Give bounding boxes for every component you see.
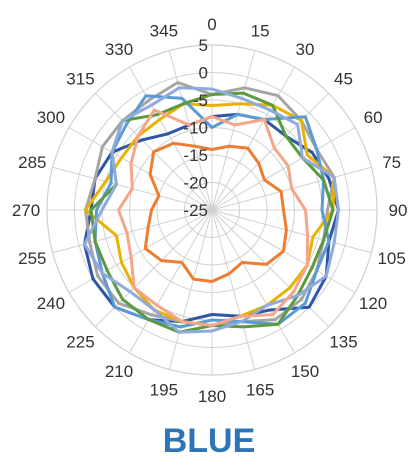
- grid-spoke: [211, 209, 372, 254]
- grid-spoke: [211, 209, 295, 354]
- grid-spoke: [211, 66, 295, 211]
- grid-spoke: [211, 209, 256, 370]
- grid-spoke: [52, 209, 213, 254]
- radial-tick-label: -10: [183, 119, 208, 138]
- angle-label: 210: [105, 362, 133, 381]
- series-layer: [83, 81, 340, 334]
- grid-spoke: [211, 127, 356, 211]
- angle-label: 60: [364, 108, 383, 127]
- angle-label: 345: [150, 21, 178, 40]
- angle-label: 300: [37, 108, 65, 127]
- radial-tick-label: -15: [183, 146, 208, 165]
- angle-label: 240: [37, 294, 65, 313]
- angle-label: 105: [377, 249, 405, 268]
- angle-label: 195: [150, 381, 178, 400]
- angle-label: 75: [382, 153, 401, 172]
- grid-spoke: [211, 50, 256, 211]
- angle-label: 225: [66, 333, 94, 352]
- chart-title: BLUE: [163, 422, 256, 460]
- angle-label: 150: [291, 362, 319, 381]
- angle-label: 45: [334, 69, 353, 88]
- radial-tick-label: -20: [183, 174, 208, 193]
- radial-tick-label: 5: [199, 36, 208, 55]
- angle-label: 15: [251, 21, 270, 40]
- grid-spoke: [168, 50, 213, 211]
- series-line-7: [83, 86, 340, 334]
- radial-tick-label: -25: [183, 201, 208, 220]
- angle-label: 285: [18, 153, 46, 172]
- grid-spoke: [211, 92, 330, 211]
- grid-spoke: [129, 209, 213, 354]
- angle-label: 330: [105, 40, 133, 59]
- series-line-2: [143, 141, 288, 283]
- angle-label: 30: [296, 40, 315, 59]
- grid-spoke: [168, 209, 213, 370]
- grid-spoke: [68, 127, 213, 211]
- angle-label: 120: [359, 294, 387, 313]
- angle-label: 255: [18, 249, 46, 268]
- angle-labels: 0 15 30 45 60 75 90 105 120 135 150 165 180 195 210 225…: [12, 15, 408, 406]
- grid-spoke: [129, 66, 213, 211]
- angle-label: 135: [329, 333, 357, 352]
- radial-tick-label: 0: [199, 64, 208, 83]
- radial-tick-label: -5: [193, 91, 208, 110]
- series-line-8: [117, 108, 310, 327]
- radial-tick-labels: -25 -20 -15 -10 -5 0 5: [183, 36, 208, 220]
- angle-label: 270: [12, 201, 40, 220]
- angle-label: 165: [246, 381, 274, 400]
- angle-label: 90: [389, 201, 408, 220]
- angle-label: 0: [207, 15, 216, 34]
- angle-label: 315: [66, 69, 94, 88]
- angle-label: 180: [198, 387, 226, 406]
